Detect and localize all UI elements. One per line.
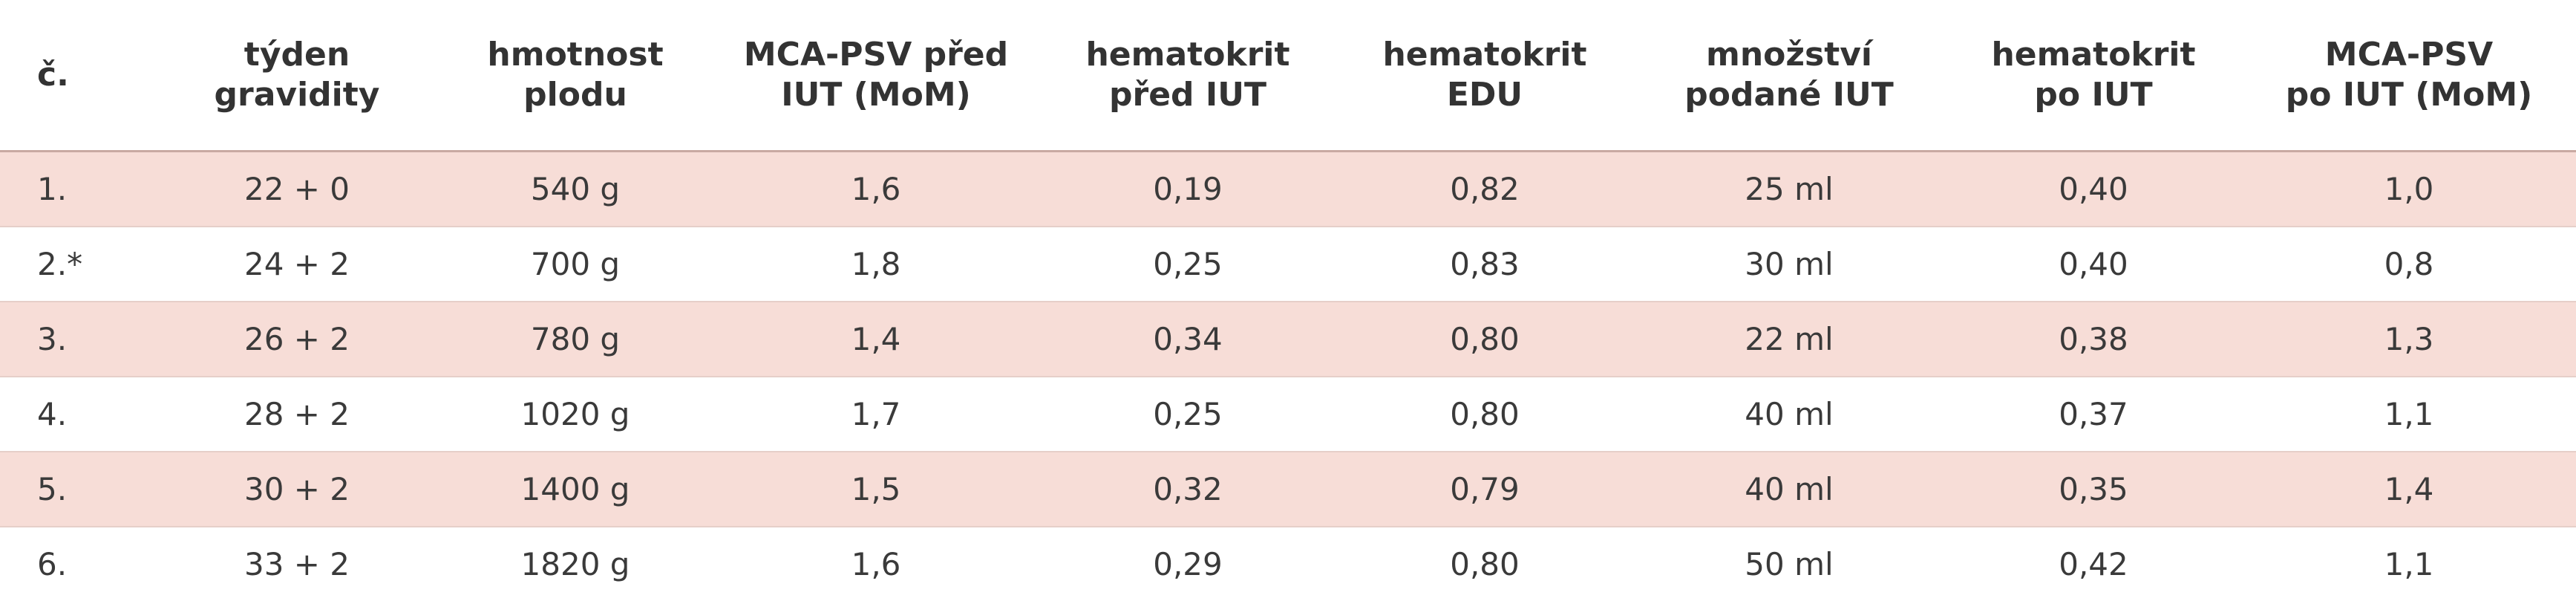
table-cell: 30 + 2 bbox=[156, 452, 438, 527]
header-cell: hematokrit po IUT bbox=[1945, 0, 2242, 152]
table-cell: 1,1 bbox=[2242, 377, 2576, 452]
table-cell: 0,38 bbox=[1945, 302, 2242, 377]
header-cell: č. bbox=[0, 0, 156, 152]
table-cell: 0,35 bbox=[1945, 452, 2242, 527]
table-cell: 0,80 bbox=[1336, 302, 1633, 377]
table-cell: 1,6 bbox=[713, 152, 1039, 227]
header-cell: MCA-PSV po IUT (MoM) bbox=[2242, 0, 2576, 152]
table-cell: 1,6 bbox=[713, 527, 1039, 601]
header-cell: hematokrit EDU bbox=[1336, 0, 1633, 152]
table-cell: 30 ml bbox=[1633, 227, 1945, 302]
header-cell: hematokrit před IUT bbox=[1039, 0, 1336, 152]
table-cell: 1,1 bbox=[2242, 527, 2576, 601]
table-cell: 700 g bbox=[438, 227, 713, 302]
table-cell: 3. bbox=[0, 302, 156, 377]
table-cell: 0,40 bbox=[1945, 152, 2242, 227]
table-cell: 1,8 bbox=[713, 227, 1039, 302]
table-cell: 4. bbox=[0, 377, 156, 452]
table-cell: 1820 g bbox=[438, 527, 713, 601]
table-cell: 1400 g bbox=[438, 452, 713, 527]
table-cell: 1,4 bbox=[713, 302, 1039, 377]
table-cell: 0,34 bbox=[1039, 302, 1336, 377]
table-cell: 40 ml bbox=[1633, 452, 1945, 527]
table-cell: 24 + 2 bbox=[156, 227, 438, 302]
table-cell: 0,40 bbox=[1945, 227, 2242, 302]
table-cell: 1,3 bbox=[2242, 302, 2576, 377]
table-cell: 1,5 bbox=[713, 452, 1039, 527]
table-cell: 2.* bbox=[0, 227, 156, 302]
table-cell: 5. bbox=[0, 452, 156, 527]
table-cell: 33 + 2 bbox=[156, 527, 438, 601]
header-cell: hmotnost plodu bbox=[438, 0, 713, 152]
table-cell: 26 + 2 bbox=[156, 302, 438, 377]
header-cell: MCA-PSV před IUT (MoM) bbox=[713, 0, 1039, 152]
table-cell: 6. bbox=[0, 527, 156, 601]
table-cell: 0,25 bbox=[1039, 227, 1336, 302]
table-cell: 0,25 bbox=[1039, 377, 1336, 452]
table-cell: 28 + 2 bbox=[156, 377, 438, 452]
header-cell: týden gravidity bbox=[156, 0, 438, 152]
table-cell: 1. bbox=[0, 152, 156, 227]
table-cell: 0,19 bbox=[1039, 152, 1336, 227]
table-cell: 0,8 bbox=[2242, 227, 2576, 302]
table-cell: 1,7 bbox=[713, 377, 1039, 452]
table-cell: 0,29 bbox=[1039, 527, 1336, 601]
table-cell: 780 g bbox=[438, 302, 713, 377]
table-cell: 0,37 bbox=[1945, 377, 2242, 452]
table-cell: 40 ml bbox=[1633, 377, 1945, 452]
table-cell: 0,83 bbox=[1336, 227, 1633, 302]
header-cell: množství podané IUT bbox=[1633, 0, 1945, 152]
table-cell: 22 + 0 bbox=[156, 152, 438, 227]
table-cell: 1020 g bbox=[438, 377, 713, 452]
table-cell: 0,42 bbox=[1945, 527, 2242, 601]
table-cell: 1,4 bbox=[2242, 452, 2576, 527]
table-cell: 1,0 bbox=[2242, 152, 2576, 227]
table-cell: 0,80 bbox=[1336, 527, 1633, 601]
table-cell: 0,80 bbox=[1336, 377, 1633, 452]
table-cell: 50 ml bbox=[1633, 527, 1945, 601]
table-cell: 22 ml bbox=[1633, 302, 1945, 377]
table-cell: 540 g bbox=[438, 152, 713, 227]
table-cell: 0,82 bbox=[1336, 152, 1633, 227]
table-cell: 0,32 bbox=[1039, 452, 1336, 527]
table-cell: 0,79 bbox=[1336, 452, 1633, 527]
table-cell: 25 ml bbox=[1633, 152, 1945, 227]
